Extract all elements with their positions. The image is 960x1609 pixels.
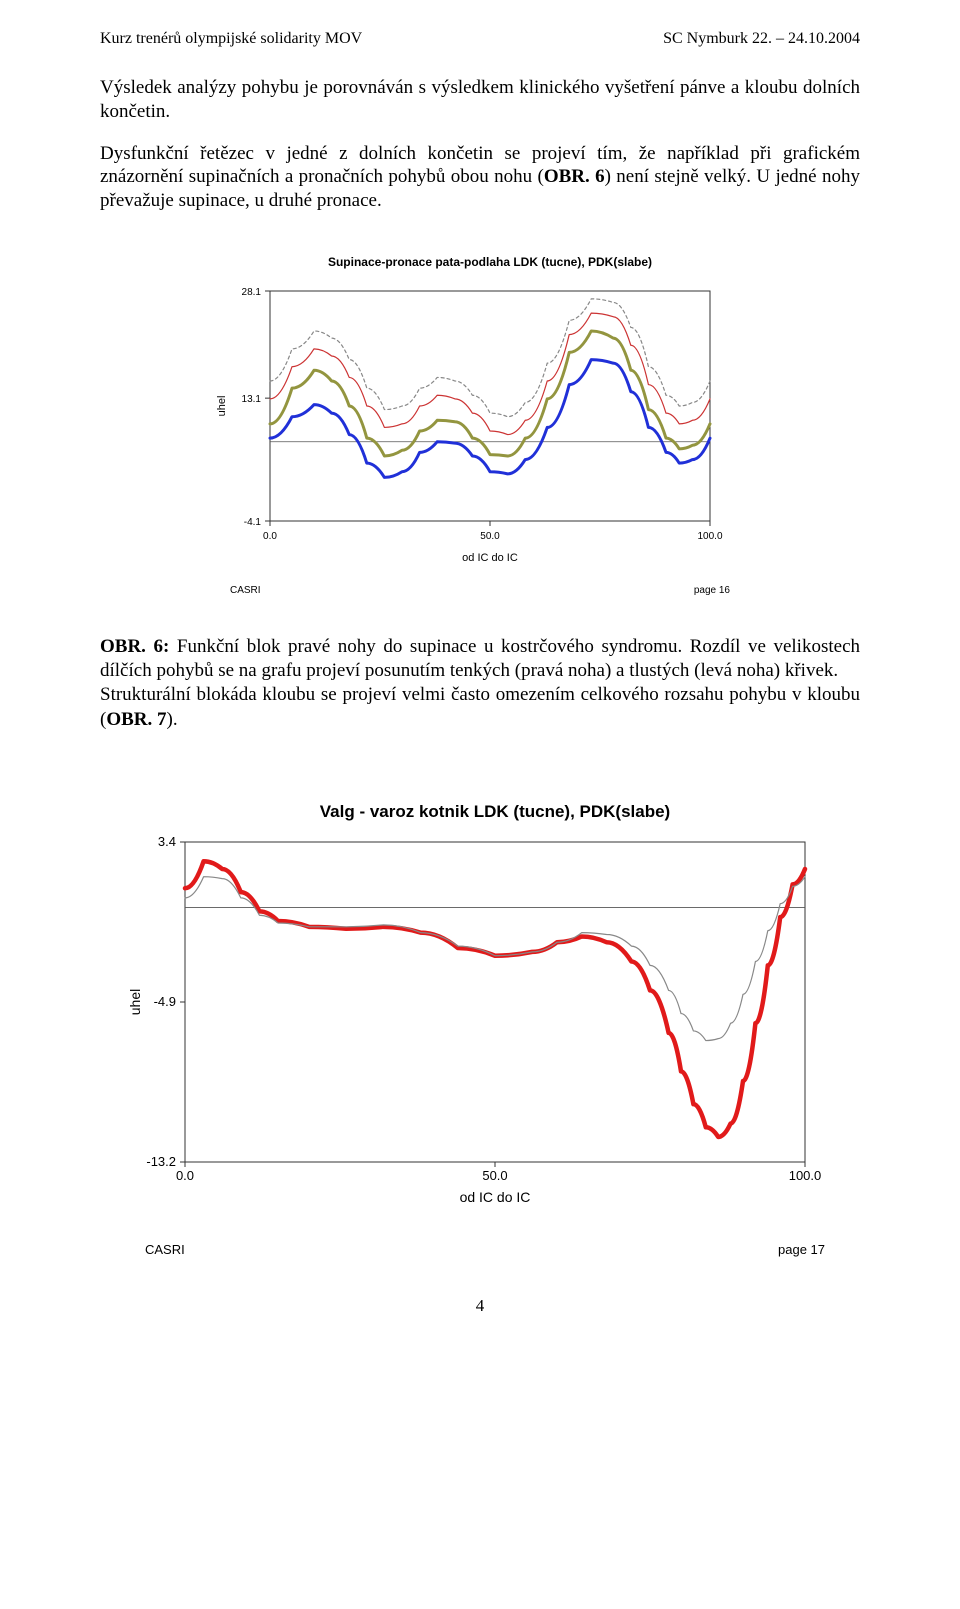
svg-text:3.4: 3.4 [158, 834, 176, 849]
svg-text:od IC do IC: od IC do IC [462, 552, 518, 564]
paragraph-1: Výsledek analýzy pohybu je porovnáván s … [100, 76, 860, 124]
page-number: 4 [100, 1296, 860, 1316]
svg-text:uhel: uhel [216, 395, 228, 416]
caption1-body2b: OBR. 7 [106, 709, 166, 730]
caption1-body1: Funkční blok pravé nohy do supinace u ko… [100, 636, 860, 681]
svg-text:page 16: page 16 [694, 585, 731, 596]
figure-2: Valg - varoz kotnik LDK (tucne), PDK(sla… [100, 772, 860, 1262]
svg-text:od IC do IC: od IC do IC [460, 1189, 531, 1205]
svg-text:-4.9: -4.9 [154, 994, 176, 1009]
svg-text:100.0: 100.0 [697, 531, 722, 542]
svg-text:50.0: 50.0 [482, 1168, 507, 1183]
svg-text:28.1: 28.1 [242, 287, 262, 298]
svg-text:CASRI: CASRI [145, 1242, 185, 1257]
svg-text:100.0: 100.0 [789, 1168, 822, 1183]
header-right: SC Nymburk 22. – 24.10.2004 [663, 30, 860, 48]
svg-text:0.0: 0.0 [176, 1168, 194, 1183]
chart-1: Supinace-pronace pata-podlaha LDK (tucne… [200, 231, 760, 601]
caption1-lead: OBR. 6: [100, 636, 169, 657]
p2b-ref: OBR. 6 [544, 166, 605, 187]
svg-text:50.0: 50.0 [480, 531, 500, 542]
svg-text:Supinace-pronace pata-podlaha: Supinace-pronace pata-podlaha LDK (tucne… [328, 255, 652, 269]
svg-text:-4.1: -4.1 [244, 517, 262, 528]
header-left: Kurz trenérů olympijské solidarity MOV [100, 30, 362, 48]
svg-text:CASRI: CASRI [230, 585, 261, 596]
svg-text:uhel: uhel [127, 989, 143, 1015]
svg-text:13.1: 13.1 [242, 394, 262, 405]
figure-1: Supinace-pronace pata-podlaha LDK (tucne… [100, 231, 860, 601]
svg-text:Valg - varoz kotnik LDK (tucne: Valg - varoz kotnik LDK (tucne), PDK(sla… [320, 802, 670, 821]
chart-2: Valg - varoz kotnik LDK (tucne), PDK(sla… [100, 772, 860, 1262]
svg-text:0.0: 0.0 [263, 531, 277, 542]
paragraph-2: Dysfunkční řetězec v jedné z dolních kon… [100, 142, 860, 213]
caption-1: OBR. 6: Funkční blok pravé nohy do supin… [100, 635, 860, 732]
caption1-body2a: Strukturální blokáda kloubu se projeví v… [100, 684, 860, 729]
svg-text:-13.2: -13.2 [146, 1154, 176, 1169]
caption1-body2c: ). [167, 709, 178, 730]
svg-text:page 17: page 17 [778, 1242, 825, 1257]
